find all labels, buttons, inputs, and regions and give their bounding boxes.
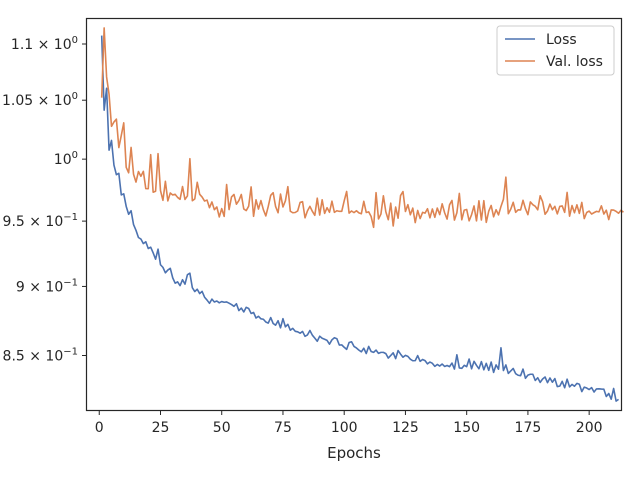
x-axis-ticks: 0 25 50 75 100 125 150 175 200	[95, 410, 603, 436]
x-tick-label: 75	[274, 420, 292, 436]
plot-frame	[85, 17, 623, 412]
plot-series-group	[100, 27, 624, 402]
series-line-val-loss	[100, 27, 624, 229]
x-tick-label: 200	[576, 420, 603, 436]
y-tick-label: 1.05 × 100	[2, 91, 78, 109]
x-tick-label: 175	[515, 420, 542, 436]
x-tick-label: 125	[392, 420, 419, 436]
x-tick-label: 25	[152, 420, 170, 436]
x-tick-label: 150	[453, 420, 480, 436]
legend-label-loss: Loss	[546, 32, 577, 48]
y-tick-label: 100	[54, 150, 78, 168]
y-tick-label: 9 × 10−1	[16, 277, 78, 295]
y-tick-label: 8.5 × 10−1	[3, 346, 78, 364]
legend: Loss Val. loss	[496, 25, 615, 76]
y-axis-ticks: 8.5 × 10−1 9 × 10−1 9.5 × 10−1 100 1.05 × 10…	[2, 35, 87, 364]
x-tick-label: 50	[213, 420, 231, 436]
x-tick-label: 0	[95, 420, 104, 436]
x-axis-label: Epochs	[327, 444, 381, 462]
y-tick-label: 9.5 × 10−1	[3, 212, 78, 230]
x-tick-label: 100	[331, 420, 358, 436]
y-tick-label: 1.1 × 100	[11, 35, 78, 53]
legend-label-val-loss: Val. loss	[546, 54, 603, 70]
series-line-loss	[100, 35, 620, 402]
